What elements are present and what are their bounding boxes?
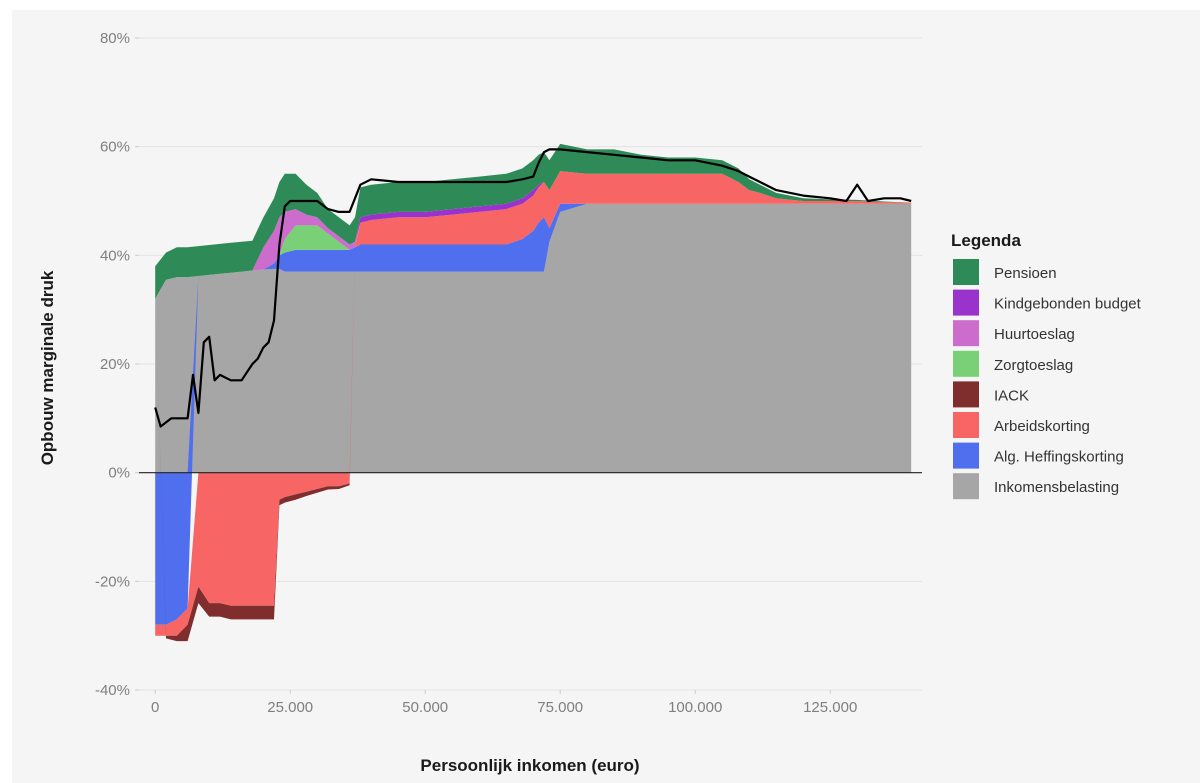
total-marginal-rate-line xyxy=(154,148,912,428)
y-axis-title: Opbouw marginale druk xyxy=(38,270,57,465)
x-tick-label: 100.000 xyxy=(668,699,722,716)
legend-label-alg-heffingskorting: Alg. Heffingskorting xyxy=(994,449,1124,466)
y-tick-label: -40% xyxy=(95,682,130,699)
x-tick-label: 25.000 xyxy=(267,699,313,716)
y-tick-label: -20% xyxy=(95,573,130,590)
y-tick-label: 80% xyxy=(100,30,130,47)
legend-swatch-inkomensbelasting xyxy=(953,473,979,500)
legend-swatch-kindgebonden-budget xyxy=(953,289,979,316)
legend-label-zorgtoeslag: Zorgtoeslag xyxy=(994,357,1073,374)
legend-label-kindgebonden-budget: Kindgebonden budget xyxy=(994,296,1142,313)
legend-swatch-alg-heffingskorting xyxy=(953,442,979,469)
x-tick-label: 75.000 xyxy=(537,699,583,716)
legend-items: Pensioen Kindgebonden budget Huurtoeslag Zo… xyxy=(953,259,1142,500)
legend-label-iack: IACK xyxy=(994,387,1029,404)
x-axis-title: Persoonlijk inkomen (euro) xyxy=(420,756,639,775)
y-tick-label: 20% xyxy=(100,356,130,373)
legend-label-huurtoeslag: Huurtoeslag xyxy=(994,326,1075,343)
x-tick-label: 50.000 xyxy=(402,699,448,716)
y-tick-label: 0% xyxy=(108,465,130,482)
legend-title: Legenda xyxy=(951,231,1021,250)
y-tick-label: 40% xyxy=(100,247,130,264)
area-arbeidskorting xyxy=(155,171,912,636)
legend-swatch-pensioen xyxy=(953,259,979,285)
y-axis-ticks: -40% -20% 0% 20% 40% 60% 80% xyxy=(95,30,139,699)
legend-label-inkomensbelasting: Inkomensbelasting xyxy=(994,479,1119,496)
legend-swatch-zorgtoeslag xyxy=(953,350,979,377)
legend-swatch-arbeidskorting xyxy=(953,412,979,438)
legend-swatch-iack xyxy=(953,381,979,408)
legend-label-arbeidskorting: Arbeidskorting xyxy=(994,418,1090,435)
x-axis-ticks: 0 25.000 50.000 75.000 100.000 125.000 xyxy=(151,690,857,716)
legend-swatch-huurtoeslag xyxy=(953,320,979,347)
legend: Legenda Pensioen Kindgebonden budget Huurt… xyxy=(951,231,1142,500)
x-tick-label: 0 xyxy=(151,699,159,716)
area-zorgtoeslag xyxy=(155,171,912,299)
x-tick-label: 125.000 xyxy=(803,699,857,716)
legend-label-pensioen: Pensioen xyxy=(994,265,1057,282)
y-tick-label: 60% xyxy=(100,139,130,156)
area-inkomensbelasting xyxy=(155,203,912,473)
